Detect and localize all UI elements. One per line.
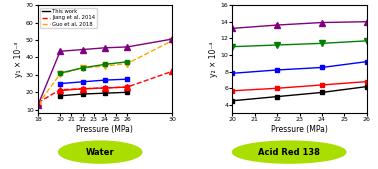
- X-axis label: Pressure (MPa): Pressure (MPa): [76, 125, 133, 134]
- Y-axis label: y₁ × 10⁻³: y₁ × 10⁻³: [14, 41, 23, 77]
- X-axis label: Pressure (MPa): Pressure (MPa): [271, 125, 328, 134]
- Text: Water: Water: [86, 148, 115, 157]
- Text: Acid Red 138: Acid Red 138: [258, 148, 320, 157]
- Y-axis label: y₂ × 10⁻⁴: y₂ × 10⁻⁴: [209, 41, 218, 77]
- Legend: This work, Jiang et al, 2014, Guo et al, 2018: This work, Jiang et al, 2014, Guo et al,…: [40, 8, 97, 28]
